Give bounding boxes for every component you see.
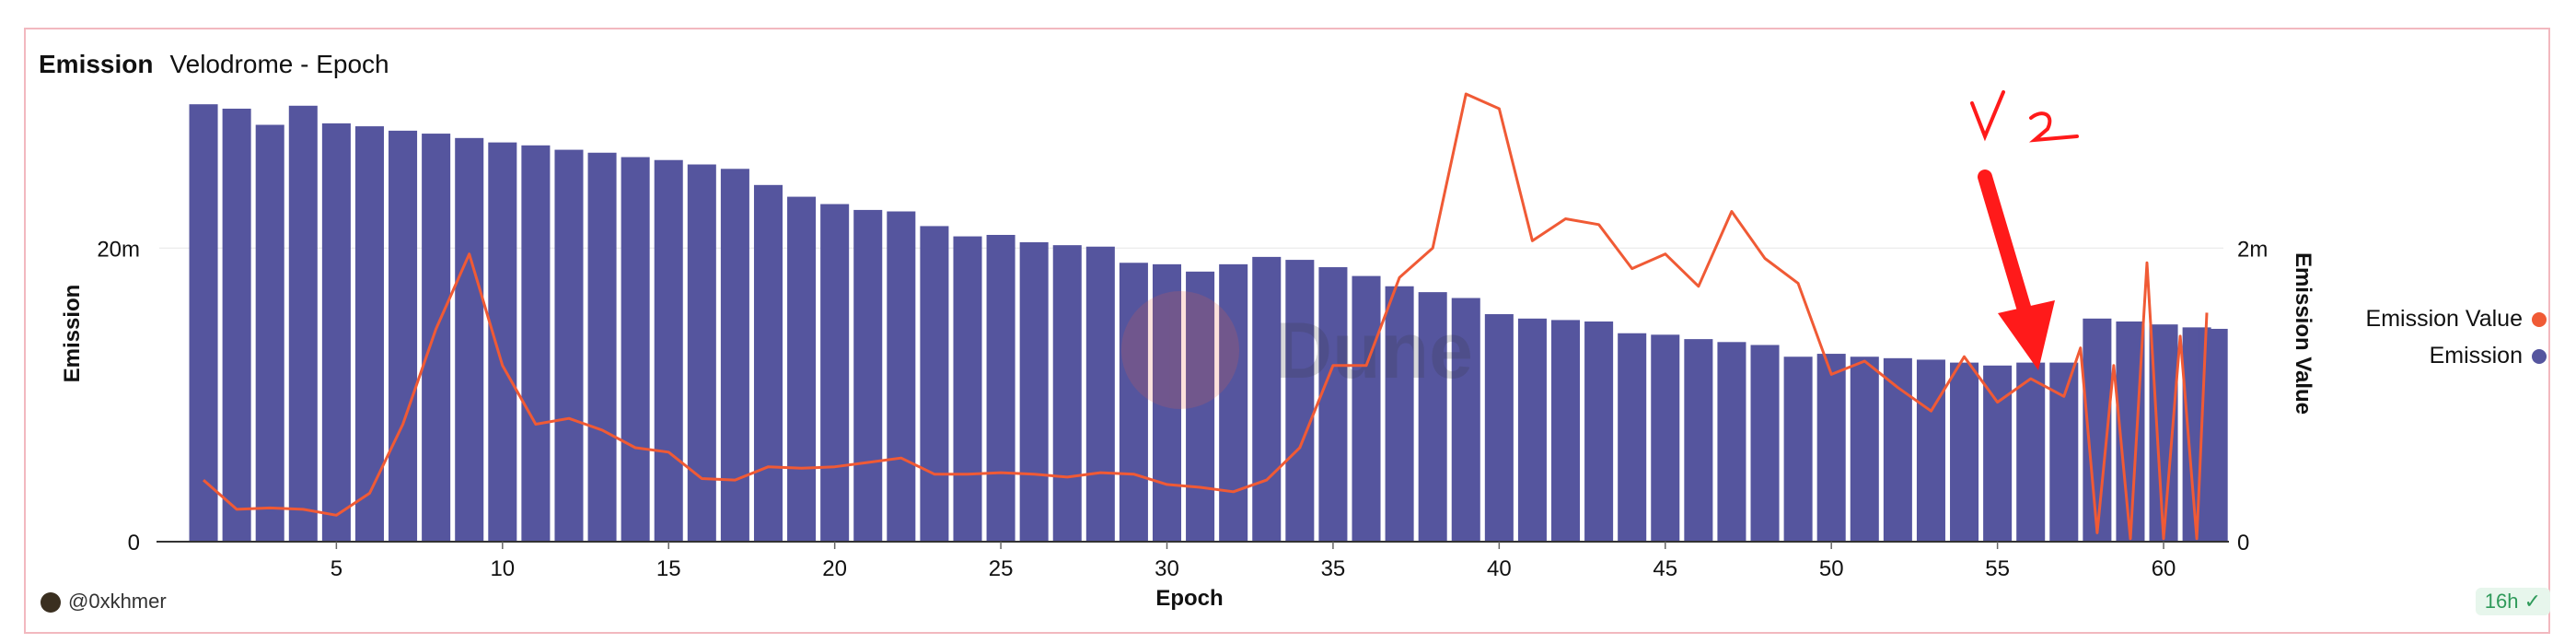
check-circle-icon: ✓ (2524, 590, 2541, 613)
legend: Emission Value Emission (2366, 300, 2547, 374)
legend-dot-emission-value (2532, 312, 2547, 328)
refresh-badge[interactable]: 16h ✓ (2475, 588, 2550, 615)
author-credit[interactable]: @0xkhmer (41, 590, 167, 614)
chart-header: Emission Velodrome - Epoch (39, 50, 389, 79)
chart-card (24, 28, 2550, 634)
legend-item-emission-value[interactable]: Emission Value (2366, 300, 2547, 337)
chart-title: Emission (39, 50, 154, 78)
author-handle: @0xkhmer (68, 590, 167, 613)
chart-subtitle: Velodrome - Epoch (169, 50, 389, 78)
legend-label-emission-value: Emission Value (2365, 306, 2523, 332)
refresh-age: 16h (2484, 590, 2519, 613)
legend-label-emission: Emission (2429, 343, 2523, 368)
legend-dot-emission (2532, 349, 2547, 365)
legend-item-emission[interactable]: Emission (2366, 337, 2547, 374)
avatar (41, 592, 61, 614)
